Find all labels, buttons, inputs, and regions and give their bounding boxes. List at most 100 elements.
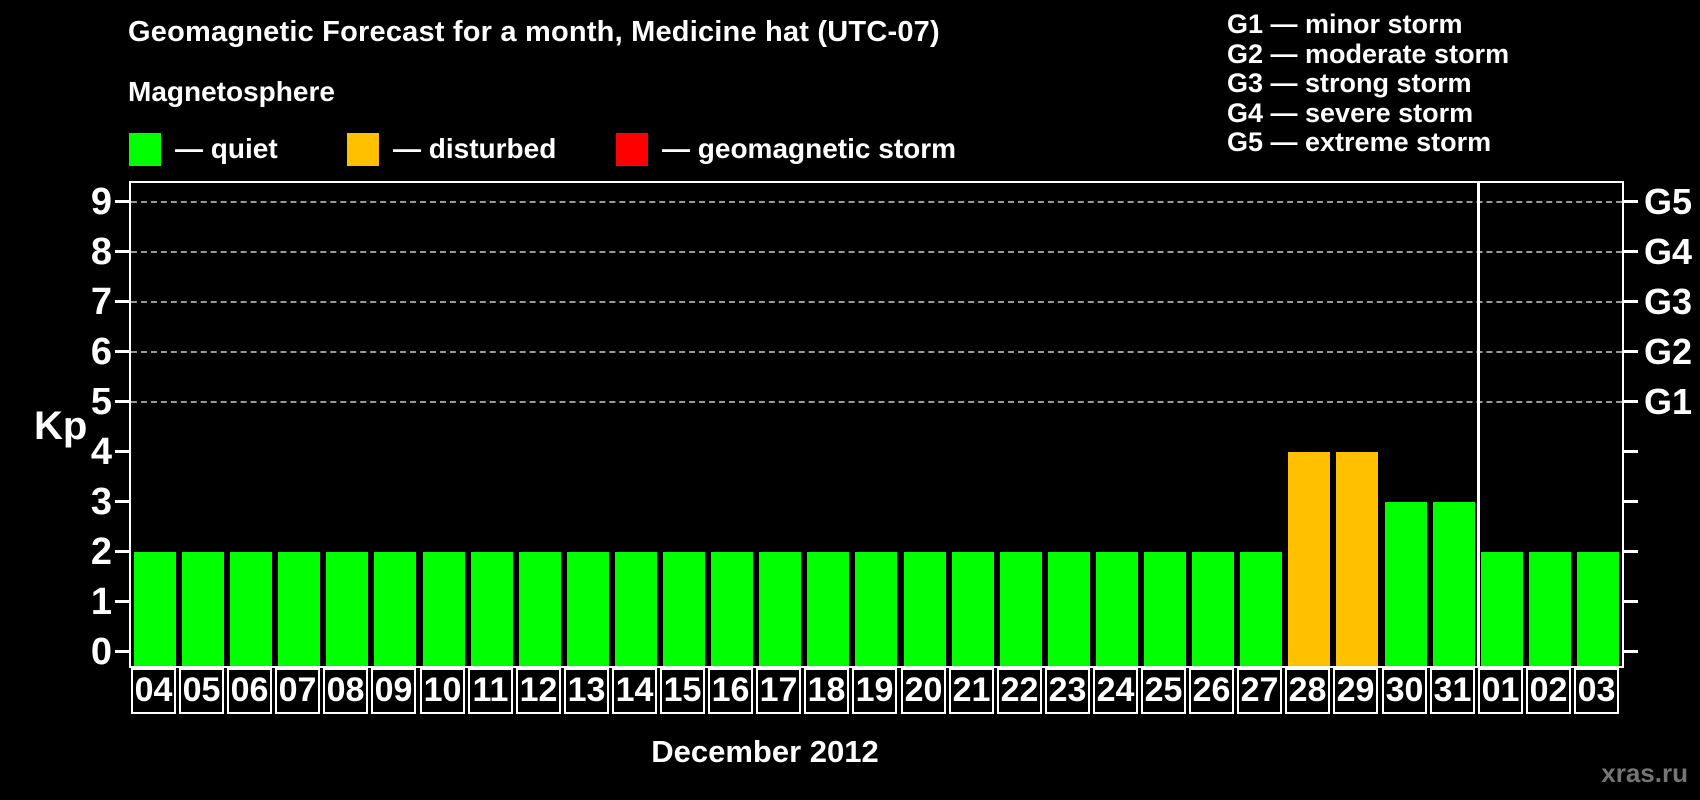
kp-bar-day-31 [1433, 502, 1475, 666]
legend-label-storm: — geomagnetic storm [662, 133, 957, 164]
y-tick-label-6: 6 [90, 331, 112, 373]
y-tick-label-9: 9 [90, 181, 112, 223]
day-cell-02: 02 [1526, 668, 1571, 714]
kp-bar-day-25 [1144, 552, 1186, 666]
day-cell-01: 01 [1478, 668, 1523, 714]
legend-item-storm: — geomagnetic storm [616, 132, 956, 166]
g2-legend-line: G2 — moderate storm [1227, 38, 1510, 69]
y-tick-right-3 [1624, 500, 1638, 503]
g1-legend-line: G1 — minor storm [1227, 9, 1463, 39]
disturbed-color-swatch [347, 132, 379, 166]
day-cell-27: 27 [1237, 668, 1282, 714]
day-cell-10: 10 [420, 668, 465, 714]
quiet-color-swatch [129, 132, 161, 166]
grid-line-kp5 [131, 401, 1622, 403]
kp-bar-day-05 [182, 552, 224, 666]
kp-bar-day-03 [1577, 552, 1619, 666]
chart-title: Geomagnetic Forecast for a month, Medici… [128, 16, 940, 48]
y-tick-label-3: 3 [90, 481, 112, 523]
day-cell-12: 12 [516, 668, 561, 714]
g-scale-legend: G1 — minor storm G2 — moderate storm G3 … [1227, 9, 1510, 158]
day-cell-14: 14 [612, 668, 657, 714]
y-tick-right-9 [1624, 200, 1638, 203]
kp-bar-day-23 [1048, 552, 1090, 666]
g-axis-label-g4: G4 [1644, 231, 1693, 272]
day-cell-13: 13 [564, 668, 609, 714]
watermark: xras.ru [1601, 758, 1688, 788]
y-tick-right-4 [1624, 450, 1638, 453]
kp-bar-day-11 [471, 552, 513, 666]
y-tick-left-2 [115, 550, 129, 553]
grid-line-kp8 [131, 251, 1622, 253]
day-cell-22: 22 [997, 668, 1042, 714]
magnetosphere-heading: Magnetosphere [128, 76, 335, 107]
kp-bar-day-29 [1336, 452, 1378, 666]
day-cell-16: 16 [708, 668, 753, 714]
day-cell-07: 07 [275, 668, 320, 714]
day-cell-17: 17 [756, 668, 801, 714]
storm-color-swatch [616, 132, 648, 166]
kp-bar-day-12 [519, 552, 561, 666]
kp-bar-day-26 [1192, 552, 1234, 666]
kp-bar-day-10 [423, 552, 465, 666]
kp-bar-day-08 [326, 552, 368, 666]
legend-item-disturbed: — disturbed [347, 132, 556, 166]
y-tick-label-8: 8 [90, 231, 112, 273]
day-cell-25: 25 [1141, 668, 1186, 714]
y-tick-left-9 [115, 200, 129, 203]
day-cell-29: 29 [1333, 668, 1378, 714]
kp-bar-day-17 [759, 552, 801, 666]
g-axis-label-g5: G5 [1644, 181, 1693, 222]
g-axis-label-g2: G2 [1644, 331, 1693, 372]
y-tick-left-3 [115, 500, 129, 503]
kp-bar-day-01 [1481, 552, 1523, 666]
y-tick-label-7: 7 [90, 281, 112, 323]
y-tick-right-0 [1624, 650, 1638, 653]
kp-bar-day-16 [711, 552, 753, 666]
y-tick-right-6 [1624, 350, 1638, 353]
kp-bar-day-27 [1240, 552, 1282, 666]
y-tick-left-1 [115, 600, 129, 603]
legend-item-quiet: — quiet [129, 132, 278, 166]
kp-bar-day-21 [952, 552, 994, 666]
kp-bar-day-06 [230, 552, 272, 666]
y-tick-right-5 [1624, 400, 1638, 403]
day-cell-11: 11 [468, 668, 513, 714]
legend-label-disturbed: — disturbed [393, 133, 557, 164]
kp-bar-day-04 [134, 552, 176, 666]
y-tick-label-0: 0 [90, 631, 112, 673]
day-cell-15: 15 [660, 668, 705, 714]
month-separator [1477, 183, 1480, 666]
grid-line-kp7 [131, 301, 1622, 303]
kp-bar-day-20 [904, 552, 946, 666]
kp-bar-day-02 [1529, 552, 1571, 666]
y-tick-right-2 [1624, 550, 1638, 553]
y-tick-left-4 [115, 450, 129, 453]
y-tick-label-1: 1 [90, 581, 112, 623]
day-cell-05: 05 [179, 668, 224, 714]
y-tick-right-7 [1624, 300, 1638, 303]
kp-bar-day-19 [855, 552, 897, 666]
y-axis-title: Kp [34, 404, 88, 448]
y-tick-right-8 [1624, 250, 1638, 253]
g4-legend-line: G4 — severe storm [1227, 97, 1474, 128]
y-tick-right-1 [1624, 600, 1638, 603]
y-tick-label-4: 4 [90, 431, 112, 473]
day-cell-20: 20 [901, 668, 946, 714]
day-cell-28: 28 [1285, 668, 1330, 714]
day-cell-03: 03 [1574, 668, 1619, 714]
y-tick-left-7 [115, 300, 129, 303]
day-cell-31: 31 [1430, 668, 1475, 714]
plot-area [129, 181, 1624, 668]
grid-line-kp6 [131, 351, 1622, 353]
kp-bar-day-18 [807, 552, 849, 666]
y-tick-left-0 [115, 650, 129, 653]
day-cell-23: 23 [1045, 668, 1090, 714]
kp-bar-day-22 [1000, 552, 1042, 666]
x-axis-month-label: December 2012 [651, 734, 879, 769]
day-cell-30: 30 [1382, 668, 1427, 714]
kp-bar-day-09 [374, 552, 416, 666]
g3-legend-line: G3 — strong storm [1227, 68, 1472, 98]
kp-bar-day-13 [567, 552, 609, 666]
